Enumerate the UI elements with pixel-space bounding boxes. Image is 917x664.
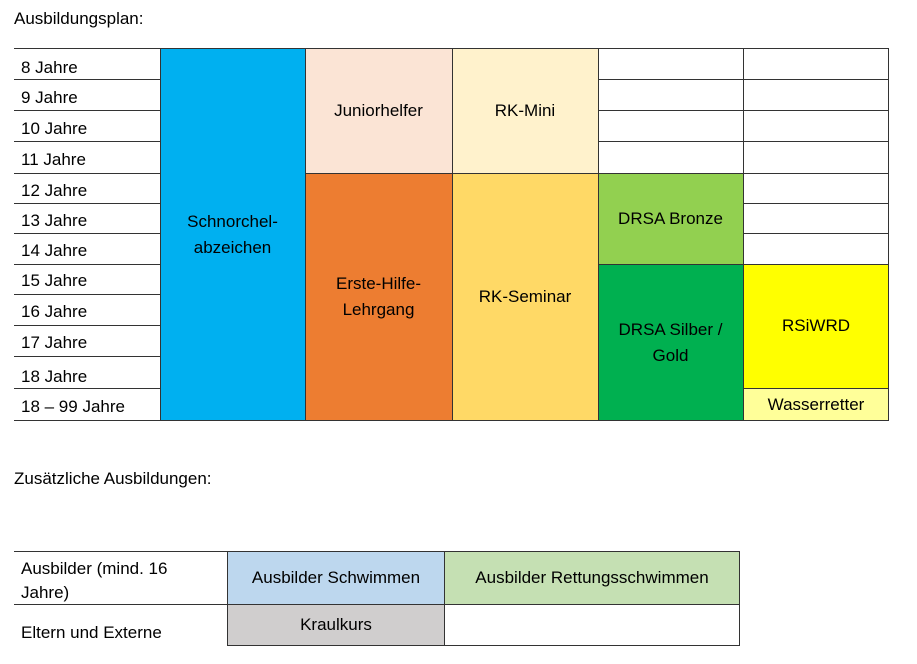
program-label: DRSA Silber / Gold (618, 319, 723, 365)
age-label: 16 Jahre (21, 302, 88, 321)
grid-line (14, 233, 160, 234)
age-label: 10 Jahre (21, 119, 88, 138)
training-ausbilder-schwimmen: Ausbilder Schwimmen (227, 551, 445, 605)
grid-line (743, 388, 889, 389)
grid-line (305, 48, 306, 421)
grid-line (14, 141, 160, 142)
grid-line (14, 264, 160, 265)
grid-line (14, 294, 160, 295)
grid-line (14, 110, 160, 111)
program-drsa-silber-gold: DRSA Silber / Gold (598, 264, 743, 421)
grid-line (14, 604, 228, 605)
grid-line (14, 79, 160, 80)
grid-line (14, 388, 160, 389)
grid-line (598, 48, 599, 421)
age-label: 15 Jahre (21, 271, 88, 290)
program-erste-hilfe-lehrgang: Erste-Hilfe- Lehrgang (305, 173, 452, 421)
training-label: Ausbilder Schwimmen (251, 568, 421, 587)
grid-line (14, 551, 228, 552)
program-label: Wasserretter (767, 394, 865, 414)
grid-line (305, 173, 598, 174)
program-label: RK-Seminar (478, 287, 572, 306)
age-label: 18 – 99 Jahre (21, 397, 125, 416)
grid-line (14, 420, 160, 421)
program-label: Schnorchel- abzeichen (187, 211, 278, 257)
grid-line (743, 48, 744, 421)
extra-heading: Zusätzliche Ausbildungen: (14, 469, 212, 488)
program-schnorchelabzeichen: Schnorchel- abzeichen (160, 48, 305, 421)
program-label: Erste-Hilfe- Lehrgang (335, 274, 421, 319)
age-label: 17 Jahre (21, 333, 88, 352)
training-label: Kraulkurs (300, 615, 372, 634)
grid-line (888, 48, 889, 421)
grid-line (14, 325, 160, 326)
plan-heading: Ausbildungsplan: (14, 9, 144, 28)
grid-line (160, 48, 889, 49)
grid-line (14, 48, 160, 49)
age-label: 8 Jahre (21, 58, 78, 77)
grid-line (160, 420, 889, 421)
age-label: 9 Jahre (21, 88, 78, 107)
grid-line (14, 203, 160, 204)
grid-line (14, 356, 160, 357)
training-ausbilder-rettungsschwimmen: Ausbilder Rettungsschwimmen (444, 551, 740, 605)
age-label: 13 Jahre (21, 211, 88, 230)
program-drsa-bronze: DRSA Bronze (598, 173, 743, 264)
program-label: RSiWRD (782, 316, 850, 335)
training-kraulkurs: Kraulkurs (227, 604, 445, 646)
training-label: Ausbilder Rettungsschwimmen (475, 568, 709, 587)
grid-line (160, 48, 161, 421)
program-rk-mini: RK-Mini (452, 48, 598, 173)
extra-row-label: Eltern und Externe (21, 623, 162, 642)
program-label: Juniorhelfer (334, 100, 423, 120)
program-juniorhelfer: Juniorhelfer (305, 48, 452, 173)
grid-line (743, 203, 889, 204)
age-label: 14 Jahre (21, 241, 88, 260)
grid-line (743, 233, 889, 234)
age-label: 18 Jahre (21, 367, 88, 386)
grid-line (14, 173, 160, 174)
program-label: DRSA Bronze (618, 208, 723, 228)
age-label: 11 Jahre (21, 150, 86, 169)
grid-line (452, 48, 453, 421)
program-rsiwrd: RSiWRD (743, 264, 889, 388)
program-rk-seminar: RK-Seminar (452, 173, 598, 421)
age-label: 12 Jahre (21, 181, 88, 200)
program-wasserretter: Wasserretter (743, 388, 889, 421)
extra-row-label: Ausbilder (mind. 16 Jahre) (21, 559, 168, 602)
program-label: RK-Mini (494, 100, 556, 120)
empty-cell (444, 604, 740, 646)
